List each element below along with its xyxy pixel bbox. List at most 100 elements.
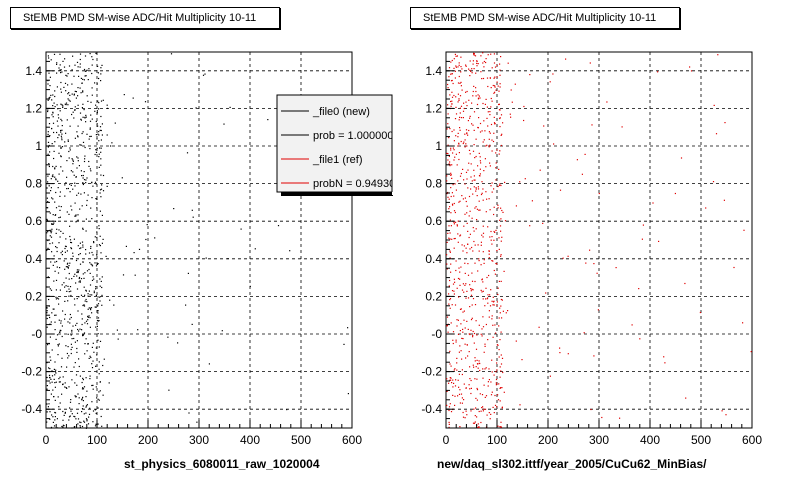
data-point xyxy=(81,318,83,320)
data-point xyxy=(474,179,476,181)
data-point xyxy=(81,408,84,410)
data-point xyxy=(69,235,71,238)
data-point xyxy=(450,365,452,367)
data-point xyxy=(446,175,448,177)
data-point xyxy=(61,325,63,327)
data-point xyxy=(53,53,56,55)
data-point xyxy=(85,70,87,72)
data-point xyxy=(47,201,49,203)
data-point xyxy=(68,265,70,267)
data-point xyxy=(494,76,496,78)
data-point xyxy=(52,176,54,178)
data-point xyxy=(100,129,102,132)
data-point xyxy=(452,331,455,333)
data-point xyxy=(73,275,75,277)
data-point xyxy=(73,75,75,77)
data-point xyxy=(482,188,484,190)
data-point xyxy=(449,238,451,240)
data-point xyxy=(83,305,86,307)
data-point xyxy=(125,245,127,247)
data-point xyxy=(453,278,455,280)
data-point xyxy=(509,113,511,115)
data-point xyxy=(53,378,55,380)
data-point xyxy=(466,105,468,107)
data-point xyxy=(46,310,48,312)
data-point xyxy=(66,263,68,265)
data-point xyxy=(495,167,497,169)
data-point xyxy=(69,401,72,403)
data-point xyxy=(497,185,499,188)
data-point xyxy=(451,290,454,292)
data-point xyxy=(76,131,78,133)
data-point xyxy=(168,389,170,391)
data-point xyxy=(57,344,59,346)
data-point xyxy=(448,421,450,423)
data-point xyxy=(49,356,51,358)
data-point xyxy=(82,273,84,275)
data-point xyxy=(80,144,82,146)
data-point xyxy=(83,109,85,111)
data-point xyxy=(70,343,72,345)
data-point xyxy=(497,207,499,209)
data-point xyxy=(57,427,59,429)
data-point xyxy=(469,366,471,368)
data-point xyxy=(454,304,457,306)
data-point xyxy=(460,71,462,73)
data-point xyxy=(91,72,93,75)
data-point xyxy=(95,294,97,296)
data-point xyxy=(62,310,64,312)
data-point xyxy=(97,263,99,265)
data-point xyxy=(462,411,464,414)
data-point xyxy=(108,382,110,384)
data-point xyxy=(457,233,459,235)
data-point xyxy=(455,339,457,341)
data-point xyxy=(471,217,473,219)
data-point xyxy=(549,375,551,377)
data-point xyxy=(538,326,540,328)
data-point xyxy=(95,151,98,153)
data-point xyxy=(87,293,89,295)
data-point xyxy=(177,342,179,344)
data-point xyxy=(68,65,71,67)
y-tick-label: 1.2 xyxy=(425,101,442,115)
data-point xyxy=(456,164,458,166)
data-point xyxy=(72,252,74,254)
data-point xyxy=(82,227,84,229)
data-point xyxy=(501,236,503,238)
data-point xyxy=(481,328,483,330)
y-tick-label: -0 xyxy=(431,327,442,341)
data-point xyxy=(447,123,449,125)
data-point xyxy=(456,325,458,327)
data-point xyxy=(59,381,61,383)
data-point xyxy=(448,426,450,428)
data-point xyxy=(57,114,59,116)
data-point xyxy=(456,287,458,289)
data-point xyxy=(482,236,484,238)
data-point xyxy=(113,304,115,306)
data-point xyxy=(476,363,479,365)
data-point xyxy=(61,137,63,139)
data-point xyxy=(451,96,454,98)
data-point xyxy=(485,287,487,289)
data-point xyxy=(93,290,95,292)
data-point xyxy=(472,289,474,291)
data-point xyxy=(54,416,56,418)
data-point xyxy=(642,224,644,226)
x-tick-label: 500 xyxy=(691,433,711,447)
data-point xyxy=(499,400,501,402)
data-point xyxy=(497,425,499,427)
data-point xyxy=(475,190,477,192)
data-point xyxy=(461,195,463,197)
data-point xyxy=(460,308,462,310)
data-point xyxy=(66,188,68,190)
data-point xyxy=(457,379,459,381)
data-point xyxy=(47,55,49,57)
data-point xyxy=(465,283,467,285)
data-point xyxy=(471,304,473,306)
data-point xyxy=(491,100,493,102)
data-point xyxy=(469,284,471,286)
data-point xyxy=(81,132,83,135)
data-point xyxy=(499,366,501,368)
data-point xyxy=(90,356,92,359)
data-point xyxy=(54,386,56,388)
